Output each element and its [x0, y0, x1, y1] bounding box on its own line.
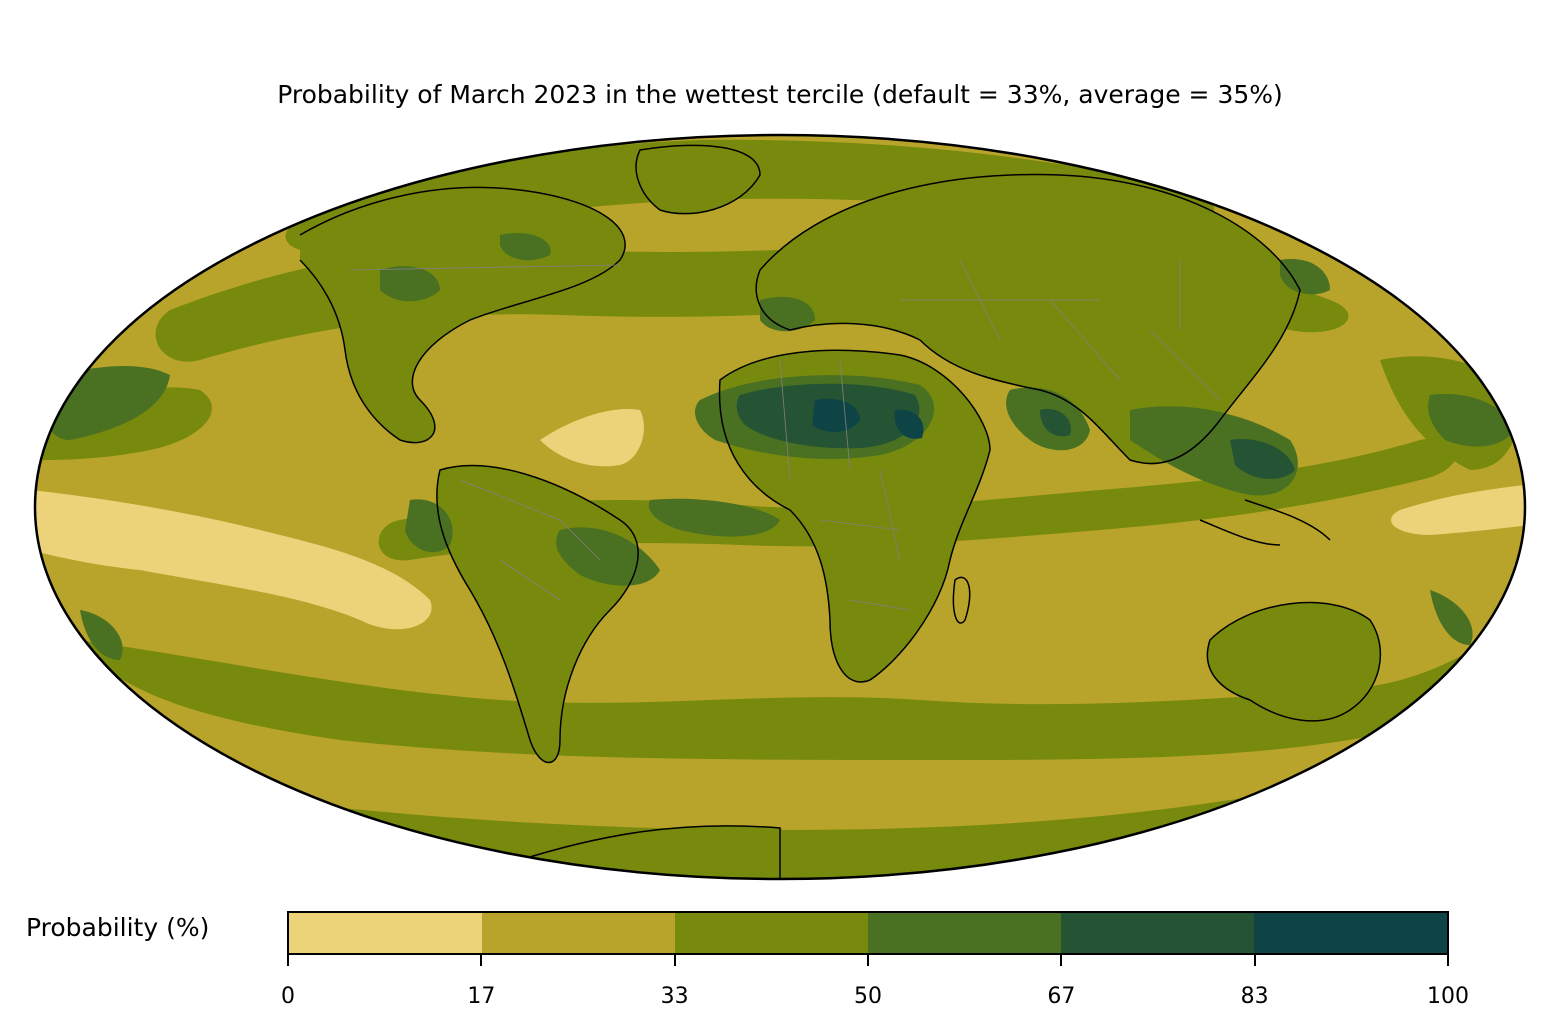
colorbar-tick-label: 100: [1427, 984, 1469, 1009]
colorbar-tick: [1447, 955, 1449, 966]
wet-band-southern: [80, 620, 1513, 760]
colorbar-segment-3: [868, 913, 1061, 953]
wet-band-equatorial: [378, 438, 1458, 561]
dry-zone-west-pacific: [35, 490, 432, 630]
world-map: [33, 133, 1527, 881]
probability-field: [35, 135, 1525, 879]
colorbar-tick: [287, 955, 289, 966]
colorbar-segment-4: [1061, 913, 1254, 953]
colorbar-segment-1: [482, 913, 675, 953]
globe-outline: [33, 133, 1527, 881]
wet-band-north-pole: [285, 139, 1215, 252]
colorbar-segment-0: [289, 913, 482, 953]
greenland: [636, 145, 760, 214]
wet-patches-level-5: [812, 398, 924, 439]
colorbar: [287, 911, 1449, 955]
colorbar-tick-label: 67: [1047, 984, 1076, 1009]
australia: [1207, 602, 1381, 721]
colorbar-tick-label: 0: [281, 984, 295, 1009]
dry-zone-atlantic: [540, 409, 644, 467]
colorbar-tick-label: 33: [660, 984, 689, 1009]
colorbar-tick: [867, 955, 869, 966]
dry-zone-east-pacific: [1391, 485, 1525, 535]
colorbar-segment-5: [1254, 913, 1447, 953]
colorbar-tick: [480, 955, 483, 966]
colorbar-tick: [673, 955, 676, 966]
colorbar-tick-label: 83: [1240, 984, 1269, 1009]
colorbar-label: Probability (%): [26, 913, 210, 942]
colorbar-segment-2: [675, 913, 868, 953]
colorbar-tick-label: 50: [854, 984, 882, 1009]
coastlines: [299, 144, 1382, 879]
colorbar-tick-label: 17: [467, 984, 496, 1009]
colorbar-tick: [1253, 955, 1256, 966]
map-title: Probability of March 2023 in the wettest…: [277, 80, 1283, 109]
eurasia: [756, 174, 1300, 464]
colorbar-tick: [1060, 955, 1063, 966]
country-borders: [349, 259, 1221, 611]
